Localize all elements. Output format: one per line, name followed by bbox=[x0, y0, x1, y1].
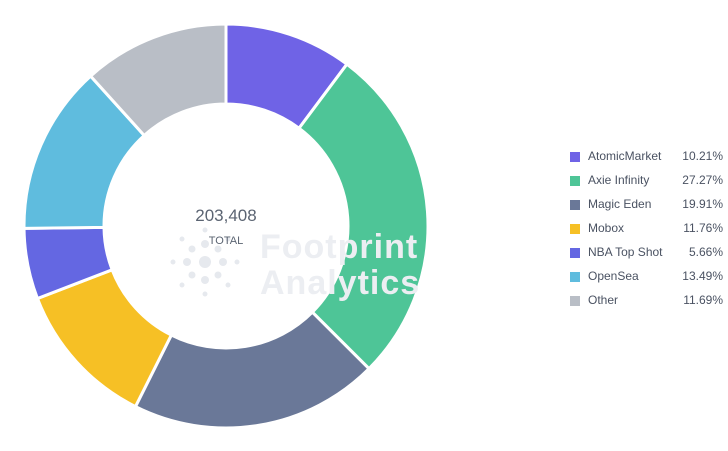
legend-value: 10.21% bbox=[682, 149, 723, 163]
center-total-label: TOTAL bbox=[208, 235, 244, 247]
legend-label: Axie Infinity bbox=[588, 173, 650, 187]
legend-value: 19.91% bbox=[682, 197, 723, 211]
legend-label: Magic Eden bbox=[588, 197, 652, 211]
legend-swatch bbox=[570, 296, 580, 306]
donut-slice-magic-eden[interactable] bbox=[133, 310, 372, 430]
legend-value: 13.49% bbox=[682, 269, 723, 283]
legend-swatch bbox=[570, 224, 580, 234]
legend-label: NBA Top Shot bbox=[588, 245, 663, 259]
legend-swatch bbox=[570, 248, 580, 258]
legend-item-mobox[interactable]: Mobox 11.76% bbox=[570, 221, 728, 245]
legend-item-opensea[interactable]: OpenSea 13.49% bbox=[570, 269, 728, 293]
legend-item-magic-eden[interactable]: Magic Eden 19.91% bbox=[570, 197, 728, 221]
legend-label: Other bbox=[588, 293, 619, 307]
donut-slice-axie-infinity[interactable] bbox=[296, 62, 430, 371]
legend: AtomicMarket 10.21% Axie Infinity 27.27% Mag… bbox=[570, 149, 728, 317]
legend-item-atomicmarket[interactable]: AtomicMarket 10.21% bbox=[570, 149, 728, 173]
legend-label: AtomicMarket bbox=[588, 149, 662, 163]
donut-slice-other[interactable] bbox=[88, 22, 228, 138]
legend-value: 11.69% bbox=[683, 293, 723, 307]
legend-swatch bbox=[570, 200, 580, 210]
legend-swatch bbox=[570, 152, 580, 162]
legend-swatch bbox=[570, 272, 580, 282]
center-total-value: 203,408 bbox=[195, 206, 257, 225]
legend-swatch bbox=[570, 176, 580, 186]
legend-item-nba-top-shot[interactable]: NBA Top Shot 5.66% bbox=[570, 245, 728, 269]
legend-value: 5.66% bbox=[688, 245, 723, 259]
legend-label: OpenSea bbox=[588, 269, 639, 283]
legend-item-axie-infinity[interactable]: Axie Infinity 27.27% bbox=[570, 173, 728, 197]
legend-value: 11.76% bbox=[683, 221, 723, 235]
legend-item-other[interactable]: Other 11.69% bbox=[570, 293, 728, 317]
legend-label: Mobox bbox=[588, 221, 625, 235]
legend-value: 27.27% bbox=[682, 173, 723, 187]
